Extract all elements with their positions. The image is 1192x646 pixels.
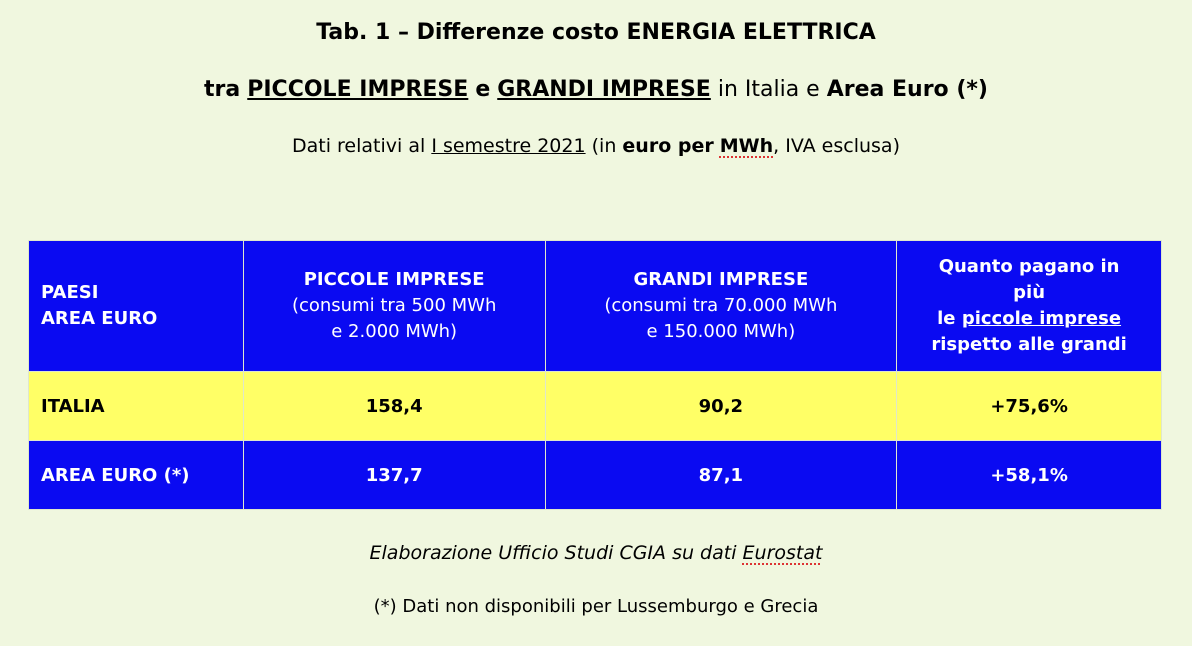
text: GRANDI IMPRESE (497, 77, 711, 102)
text: (consumi tra 70.000 MWh (604, 295, 838, 316)
text: PICCOLE IMPRESE (247, 77, 469, 102)
text: in Italia e (717, 77, 820, 102)
header-cell: Quanto pagano in più le piccole imprese ris… (896, 240, 1162, 372)
text: Area Euro (*) (826, 77, 988, 102)
text: piccole imprese (961, 308, 1122, 329)
source: Elaborazione Ufficio Studi CGIA su dati … (0, 542, 1192, 564)
text: e (475, 77, 491, 102)
text: Elaborazione Ufficio Studi CGIA su dati (369, 542, 737, 564)
header-cell: PICCOLE IMPRESE (consumi tra 500 MWh e 2.0… (242, 240, 546, 372)
text: le (937, 308, 956, 329)
cell: +58,1% (896, 440, 1162, 510)
cell: +75,6% (896, 371, 1162, 441)
text: e 150.000 MWh) (646, 321, 796, 342)
row: ITALIA 158,4 90,2 +75,6% (28, 371, 1162, 441)
text: , IVA esclusa) (773, 135, 900, 157)
cell: AREA EURO (*) (28, 440, 244, 510)
text: Quanto pagano in (938, 256, 1120, 277)
text: I semestre 2021 (431, 135, 586, 157)
text: AREA EURO (41, 308, 158, 329)
cell: 137,7 (242, 440, 546, 510)
header-cell: GRANDI IMPRESE (consumi tra 70.000 MWh e 1… (544, 240, 898, 372)
cell: 87,1 (544, 440, 898, 510)
text: PAESI (41, 282, 99, 303)
subtitle: Dati relativi al I semestre 2021 (in eur… (0, 135, 1192, 157)
text: Dati relativi al (292, 135, 426, 157)
text: Eurostat (742, 542, 823, 564)
header-cell: PAESI AREA EURO (28, 240, 244, 372)
text: GRANDI IMPRESE (633, 269, 809, 290)
data-table: PAESI AREA EURO PICCOLE IMPRESE (consumi t… (28, 240, 1162, 510)
text: (in (591, 135, 617, 157)
row: AREA EURO (*) 137,7 87,1 +58,1% (28, 440, 1162, 510)
text: PICCOLE IMPRESE (303, 269, 485, 290)
text: rispetto alle grandi (931, 334, 1127, 355)
text: MWh (719, 135, 774, 157)
title-line-2: tra PICCOLE IMPRESE e GRANDI IMPRESE in … (0, 77, 1192, 102)
title: Tab. 1 – Differenze costo ENERGIA ELETTR… (316, 20, 876, 45)
text: (consumi tra 500 MWh (291, 295, 497, 316)
text: e 2.000 MWh) (331, 321, 458, 342)
text: euro per (622, 135, 714, 157)
cell: 90,2 (544, 371, 898, 441)
cell: 158,4 (242, 371, 546, 441)
text: tra (204, 77, 241, 102)
text: più (1013, 282, 1046, 303)
note: (*) Dati non disponibili per Lussemburgo… (373, 596, 819, 617)
header-row: PAESI AREA EURO PICCOLE IMPRESE (consumi t… (28, 240, 1162, 372)
cell: ITALIA (28, 371, 244, 441)
